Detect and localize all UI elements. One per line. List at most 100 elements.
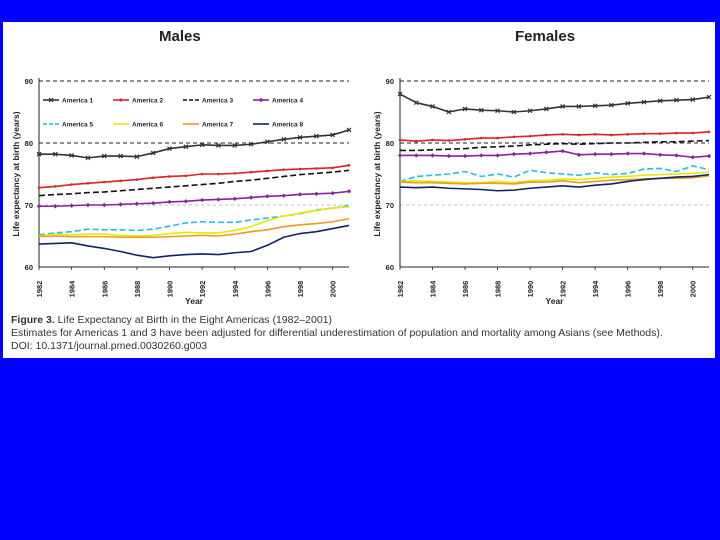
females-point-s4-1995 <box>609 151 614 157</box>
males-point-s1-2001 <box>346 127 352 133</box>
males-point-s4-1983 <box>53 204 58 209</box>
males-point-s4-2000 <box>330 191 335 196</box>
males-point-s2-1992 <box>200 172 204 176</box>
males-point-s4-1991 <box>183 199 189 204</box>
females-title: Females <box>515 28 576 45</box>
females-point-s2-1983 <box>414 139 418 143</box>
males-point-s4-1985 <box>85 202 91 208</box>
females-point-s2-1998 <box>658 132 662 135</box>
males-point-s2-1984 <box>70 183 73 186</box>
females-xtick-1988: 1988 <box>494 281 503 298</box>
males-title: Males <box>159 28 201 45</box>
females-point-s1-1988 <box>495 108 501 114</box>
males-point-s2-1996 <box>266 169 269 173</box>
males-xtick-1988: 1988 <box>133 281 142 298</box>
females-xtick-1996: 1996 <box>624 281 633 298</box>
males-point-s4-1993 <box>216 197 221 202</box>
males-point-s1-1985 <box>85 155 91 161</box>
females-point-s4-1984 <box>430 153 435 158</box>
males-point-s2-1997 <box>282 168 286 171</box>
females-point-s1-1997 <box>641 99 647 105</box>
females-point-s1-1983 <box>413 100 419 106</box>
females-point-s1-1982 <box>397 91 403 97</box>
females-point-s4-2001 <box>706 153 712 159</box>
males-point-s2-1999 <box>315 167 318 170</box>
females-xtick-1994: 1994 <box>591 280 600 298</box>
males-series-line-1 <box>39 129 350 159</box>
females-xtick-1986: 1986 <box>461 281 470 298</box>
females-point-s4-2000 <box>690 155 695 160</box>
males-series-line-3 <box>38 169 350 197</box>
males-point-s4-2001 <box>346 189 352 194</box>
females-point-s4-1985 <box>446 153 451 159</box>
females-point-s4-1986 <box>462 153 468 159</box>
females-point-s2-1990 <box>528 134 532 138</box>
males-point-s1-1988 <box>134 154 140 160</box>
females-point-s1-1984 <box>430 103 435 109</box>
males-point-s1-1987 <box>118 153 124 159</box>
males-point-s4-1990 <box>167 199 172 205</box>
females-point-s1-1998 <box>657 98 663 104</box>
males-point-s1-1986 <box>101 153 107 159</box>
females-series-line-2 <box>399 131 710 142</box>
legend-label-6: America 6 <box>132 122 163 129</box>
males-point-s4-1992 <box>199 197 205 203</box>
females-point-s1-1991 <box>543 106 549 112</box>
legend-label-1: America 1 <box>62 98 93 105</box>
males-point-s4-1994 <box>232 196 237 201</box>
females-point-s2-1987 <box>480 136 483 140</box>
males-point-s1-1991 <box>183 144 189 150</box>
males-xtick-1984: 1984 <box>68 280 77 298</box>
females-xtick-1992: 1992 <box>559 281 568 298</box>
males-point-s2-2000 <box>331 166 334 170</box>
males-point-s1-1984 <box>69 152 75 158</box>
females-xtick-1998: 1998 <box>656 281 665 298</box>
females-point-s4-1994 <box>592 151 598 157</box>
females-point-s1-1985 <box>446 109 452 115</box>
males-point-s2-1983 <box>54 185 57 188</box>
females-point-s2-1984 <box>431 138 434 142</box>
males-point-s1-1992 <box>199 142 205 148</box>
males-ytick-80: 80 <box>25 139 33 148</box>
females-ytick-70: 70 <box>386 201 394 210</box>
females-point-s1-1990 <box>527 108 533 114</box>
males-point-s4-1999 <box>314 191 319 197</box>
females-ytick-60: 60 <box>386 263 394 272</box>
males-point-s2-1987 <box>119 179 122 183</box>
males-xtick-1998: 1998 <box>296 281 305 298</box>
females-point-s2-1992 <box>561 133 564 136</box>
legend-label-7: America 7 <box>202 122 233 129</box>
females-series-line-6 <box>399 171 710 184</box>
males-series-line-7 <box>38 217 350 239</box>
females-point-s2-1997 <box>642 132 646 135</box>
females-point-s1-1999 <box>674 97 679 103</box>
legend-label-5: America 5 <box>62 122 93 129</box>
females-point-s2-1991 <box>545 133 548 137</box>
males-point-s2-1988 <box>135 178 139 181</box>
females-point-s2-1988 <box>496 136 499 140</box>
females-point-s2-1994 <box>593 133 597 136</box>
females-point-s1-1994 <box>592 103 598 109</box>
males-x-axis-label: Year <box>185 296 204 306</box>
figure-title: Life Expectancy at Birth in the Eight Am… <box>54 314 333 326</box>
females-point-s2-2001 <box>707 130 711 134</box>
males-point-s2-1993 <box>217 172 220 176</box>
females-point-s1-1986 <box>462 106 468 112</box>
males-point-s2-1985 <box>86 182 90 185</box>
males-series-line-6 <box>38 206 350 237</box>
males-xtick-1990: 1990 <box>166 281 175 298</box>
females-point-s2-1993 <box>577 133 581 137</box>
legend-label-2: America 2 <box>132 98 163 105</box>
females-point-s1-1996 <box>625 100 631 106</box>
males-point-s2-1989 <box>151 176 155 180</box>
males-point-s1-1983 <box>52 151 58 157</box>
males-point-s1-1996 <box>264 139 270 145</box>
legend-marker-2 <box>119 98 123 102</box>
females-xtick-1984: 1984 <box>429 280 438 298</box>
females-point-s4-1991 <box>544 150 549 155</box>
females-ytick-80: 80 <box>386 139 394 148</box>
females-point-s2-1995 <box>610 133 613 137</box>
females-point-s4-1983 <box>414 153 419 158</box>
males-point-s4-1988 <box>134 201 140 206</box>
legend-marker-1 <box>48 97 54 103</box>
